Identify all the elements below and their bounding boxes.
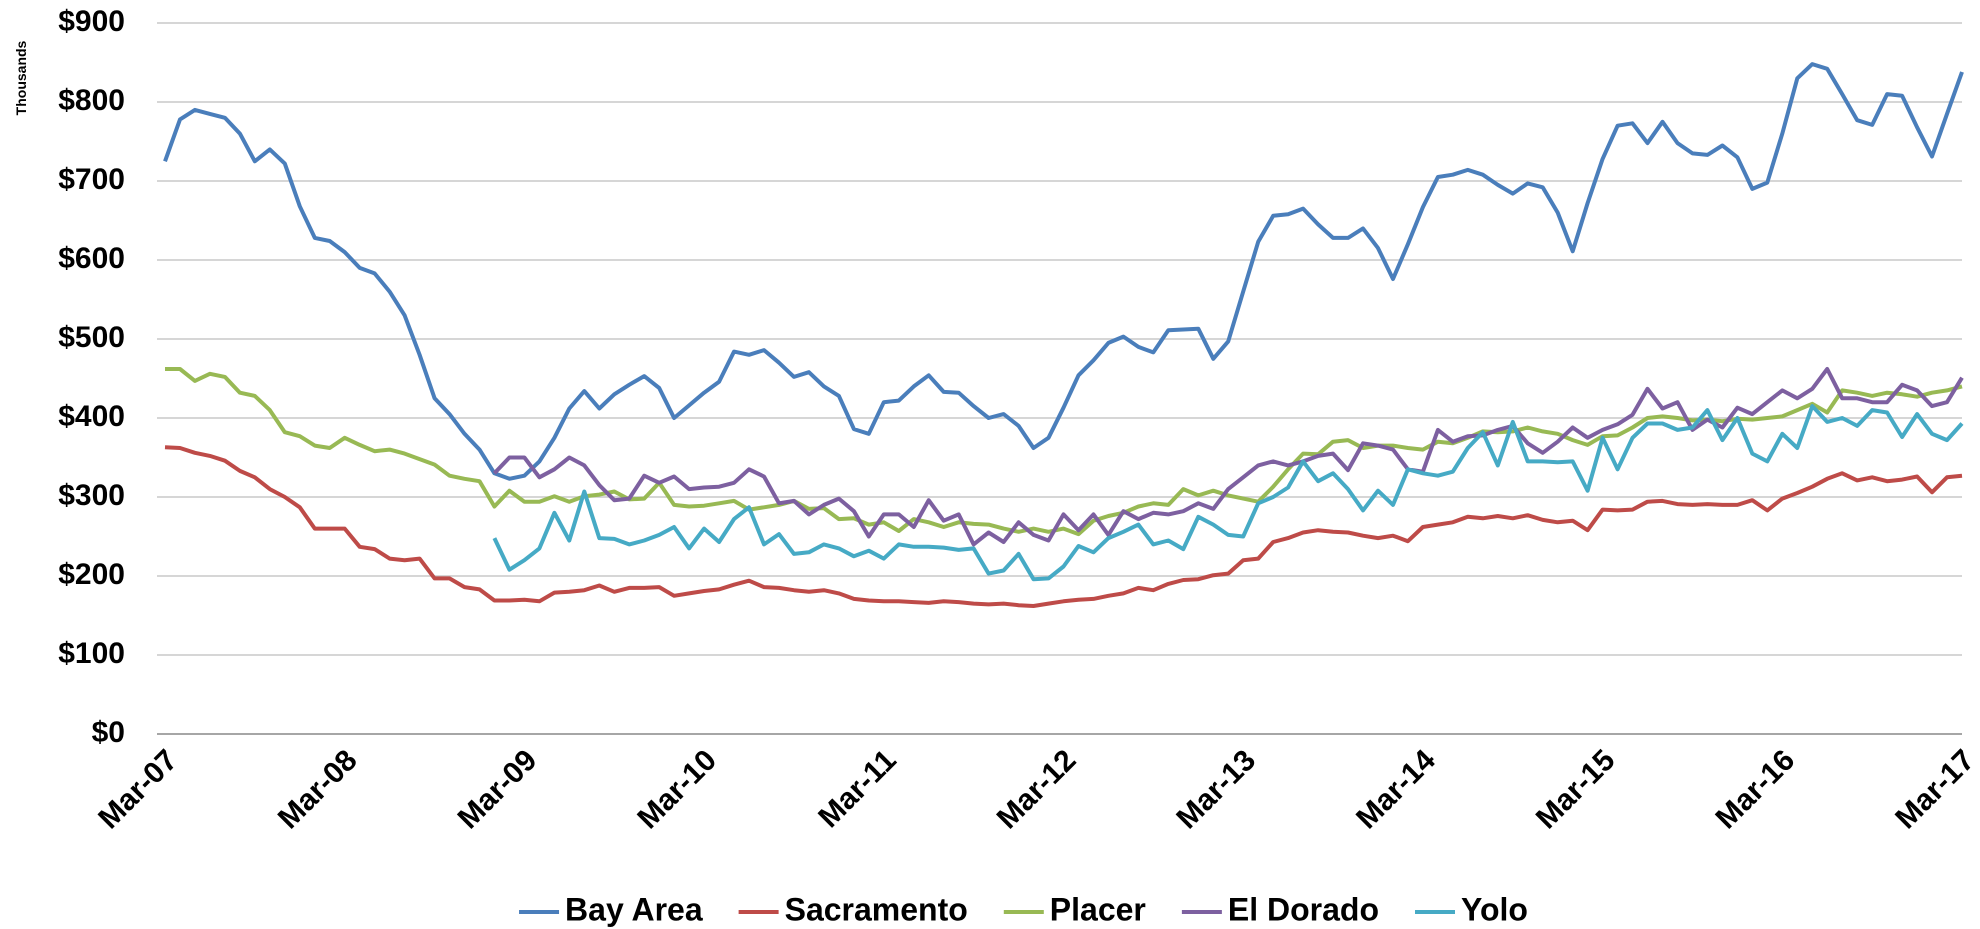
x-tick-label: Mar-07 <box>92 744 184 836</box>
x-tick-label: Mar-13 <box>1170 744 1262 836</box>
y-tick-label: $100 <box>58 637 125 670</box>
x-tick-label: Mar-17 <box>1889 744 1980 836</box>
legend-label: Bay Area <box>565 891 703 927</box>
y-tick-label: $300 <box>58 479 125 512</box>
legend-label: Yolo <box>1461 891 1528 927</box>
y-tick-label: $600 <box>58 242 125 275</box>
legend-label: El Dorado <box>1228 891 1379 927</box>
y-tick-label: $900 <box>58 5 125 38</box>
y-tick-label: $200 <box>58 558 125 591</box>
y-tick-label: $400 <box>58 400 125 433</box>
y-tick-label: $700 <box>58 163 125 196</box>
y-tick-label: $800 <box>58 84 125 117</box>
series-line <box>492 367 1964 547</box>
legend-label: Placer <box>1050 891 1146 927</box>
x-tick-label: Mar-15 <box>1530 744 1622 836</box>
series-line <box>165 367 1963 537</box>
y-tick-label: $500 <box>58 321 125 354</box>
x-tick-label: Mar-14 <box>1350 743 1442 835</box>
series-line <box>492 404 1964 582</box>
y-axis-label: Thousands <box>13 40 29 115</box>
x-tick-label: Mar-10 <box>631 744 723 836</box>
x-tick-label: Mar-12 <box>991 744 1083 836</box>
x-tick-label: Mar-08 <box>272 744 364 836</box>
legend-label: Sacramento <box>785 891 968 927</box>
series-line <box>164 445 1963 608</box>
x-tick-label: Mar-11 <box>812 744 903 835</box>
y-tick-label: $0 <box>92 716 125 749</box>
x-tick-label: Mar-09 <box>452 744 544 836</box>
series-line <box>163 62 1964 481</box>
x-tick-label: Mar-16 <box>1710 744 1802 836</box>
